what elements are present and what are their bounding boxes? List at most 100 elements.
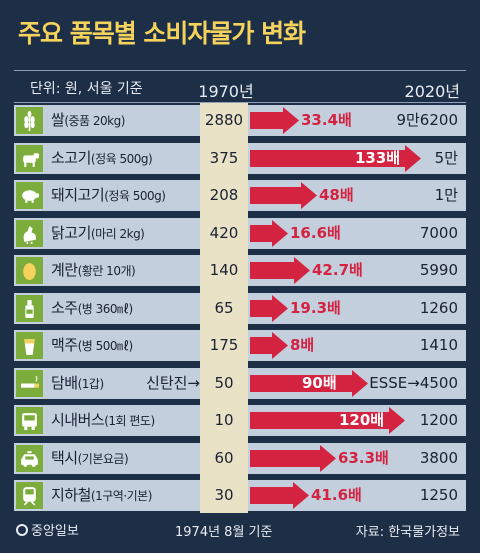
item-label: 지하철 xyxy=(51,486,91,504)
item-label: 택시 xyxy=(51,448,78,467)
item-label: 맥주 xyxy=(51,336,78,354)
soju-bottle-icon xyxy=(16,294,43,322)
table-row: 닭고기(마리 2kg) 420 16.6배 7000 xyxy=(14,217,466,249)
item-name: 시내버스(1회 편도) xyxy=(51,405,155,436)
item-label: 계란 xyxy=(51,261,78,279)
growth-arrow xyxy=(250,257,310,284)
footnote: 1974년 8월 기준 xyxy=(175,525,273,540)
multiplier-label: 16.6배 xyxy=(290,223,341,242)
table-row: 돼지고기(정육 500g) 208 48배 1만 xyxy=(14,180,466,211)
value-1970: 375 xyxy=(200,142,248,174)
table-row: 맥주(병 500㎖) 175 8배 1410 xyxy=(14,330,466,361)
growth-arrow-shape xyxy=(250,257,310,284)
item-name: 택시(기본요금) xyxy=(51,443,129,474)
value-1970: 175 xyxy=(200,330,248,361)
growth-arrow xyxy=(250,332,288,359)
logo-mark-icon xyxy=(16,523,28,536)
multiplier-label: 42.7배 xyxy=(312,261,363,279)
growth-arrow xyxy=(250,482,309,509)
growth-arrow xyxy=(250,369,368,397)
growth-arrow-shape xyxy=(250,482,309,509)
growth-arrow xyxy=(250,294,288,322)
item-label: 돼지고기 xyxy=(51,186,105,204)
header-2020: 2020년 xyxy=(404,82,460,101)
growth-arrow xyxy=(250,444,336,472)
table-row: 소주(병 360㎖) 65 19.3배 1260 xyxy=(14,292,466,324)
item-label: 담배 xyxy=(51,373,78,392)
growth-arrow-shape xyxy=(250,182,317,209)
growth-arrow-shape xyxy=(250,332,288,359)
multiplier-label: 63.3배 xyxy=(338,448,389,467)
logo-text: 중앙일보 xyxy=(31,524,79,539)
value-2020: 1250 xyxy=(419,486,458,504)
growth-arrow xyxy=(250,144,421,172)
growth-arrow-shape xyxy=(250,144,421,172)
table-row: 쌀(중품 20kg) 2880 33.4배 9만6200 xyxy=(14,105,466,136)
value-2020: 5990 xyxy=(419,261,458,279)
item-detail: (병 360㎖) xyxy=(77,301,134,316)
unit-label: 단위: 원, 서울 기준 xyxy=(30,81,143,97)
item-name: 돼지고기(정육 500g) xyxy=(51,180,166,211)
item-name: 소주(병 360㎖) xyxy=(51,293,133,324)
multiplier-label: 33.4배 xyxy=(301,111,352,129)
value-2020: 3800 xyxy=(419,448,458,467)
top-divider xyxy=(14,70,466,71)
header-divider xyxy=(14,102,466,103)
value-2020: ESSE→4500 xyxy=(369,373,458,392)
item-detail: (1회 편도) xyxy=(104,414,155,428)
item-detail: (중품 20kg) xyxy=(64,114,125,128)
item-label: 닭고기 xyxy=(51,223,91,242)
item-name: 쌀(중품 20kg) xyxy=(51,105,125,136)
item-name: 닭고기(마리 2kg) xyxy=(51,218,145,249)
beer-glass-icon xyxy=(16,332,43,359)
bus-icon xyxy=(16,407,43,434)
item-detail: (황란 10개) xyxy=(77,264,136,278)
growth-arrow-shape xyxy=(250,107,299,134)
item-detail: (정육 500g) xyxy=(104,189,166,203)
value-2020: 1260 xyxy=(419,298,458,317)
table-row: 계란(황란 10개) 140 42.7배 5990 xyxy=(14,255,466,286)
multiplier-label: 133배 xyxy=(355,148,401,167)
item-label: 소고기 xyxy=(51,148,91,167)
item-name: 담배(1갑) xyxy=(51,368,104,399)
growth-arrow-shape xyxy=(250,219,288,247)
table-row: 담배(1갑) 신탄진→ 50 90배 ESSE→4500 xyxy=(14,367,466,399)
value-1970: 60 xyxy=(200,442,248,474)
item-name: 맥주(병 500㎖) xyxy=(51,330,133,361)
growth-arrow-shape xyxy=(250,294,288,322)
item-label: 쌀 xyxy=(51,111,65,129)
item-detail: (정육 500g) xyxy=(90,151,153,166)
rooster-icon xyxy=(16,219,43,247)
item-detail: (기본요금) xyxy=(77,451,129,466)
value-1970: 140 xyxy=(200,255,248,286)
value-2020: 1만 xyxy=(434,186,458,204)
growth-arrow xyxy=(250,107,299,134)
value-2020: 7000 xyxy=(419,223,458,242)
egg-icon xyxy=(16,257,43,284)
item-label: 소주 xyxy=(51,298,78,317)
cigarette-icon xyxy=(16,369,43,397)
growth-arrow-shape xyxy=(250,369,368,397)
value-1970: 420 xyxy=(200,217,248,249)
value-1970: 208 xyxy=(200,180,248,211)
multiplier-label: 90배 xyxy=(302,373,337,392)
value-1970: 10 xyxy=(200,405,248,436)
growth-arrow-shape xyxy=(250,407,405,434)
taxi-icon xyxy=(16,444,43,472)
item-detail: (병 500㎖) xyxy=(77,339,134,353)
table-row: 시내버스(1회 편도) 10 120배 1200 xyxy=(14,405,466,436)
item-label: 시내버스 xyxy=(51,411,105,429)
item-detail: (1구역·기본) xyxy=(90,489,152,503)
growth-arrow xyxy=(250,219,288,247)
value-1970: 2880 xyxy=(200,105,248,136)
header-1970: 1970년 xyxy=(198,82,254,101)
multiplier-label: 41.6배 xyxy=(311,486,362,504)
source-label: 자료: 한국물가정보 xyxy=(355,525,460,540)
chart-title: 주요 품목별 소비자물가 변화 xyxy=(18,19,306,48)
multiplier-label: 120배 xyxy=(339,411,385,429)
growth-arrow xyxy=(250,182,317,209)
multiplier-label: 48배 xyxy=(319,186,354,204)
item-1970-brand: 신탄진→ xyxy=(146,373,200,392)
multiplier-label: 8배 xyxy=(290,336,315,354)
item-name: 소고기(정육 500g) xyxy=(51,143,153,174)
